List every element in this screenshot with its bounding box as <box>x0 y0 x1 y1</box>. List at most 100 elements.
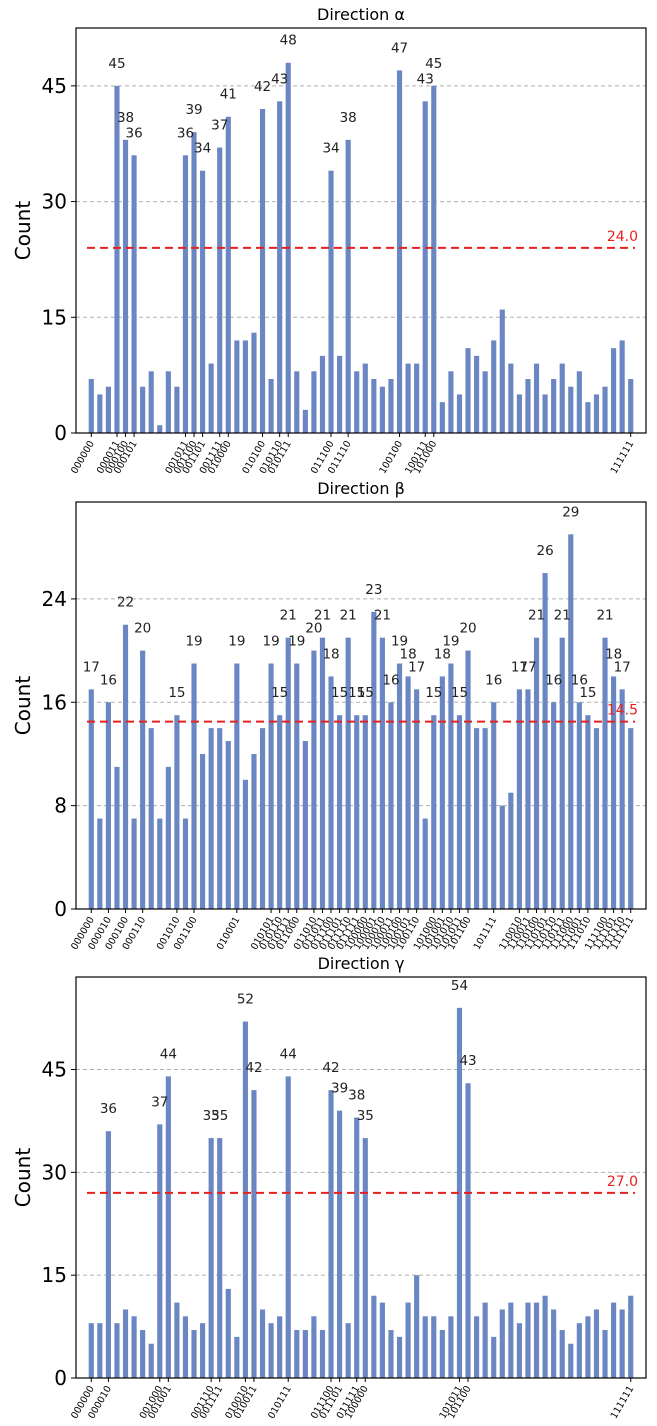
bar <box>200 170 206 433</box>
bar <box>611 676 617 909</box>
bar <box>465 348 471 433</box>
bar <box>140 1330 146 1378</box>
bar <box>259 109 266 433</box>
bar <box>165 1076 171 1378</box>
bar <box>619 689 625 909</box>
bar <box>285 1076 291 1378</box>
bar <box>200 753 206 909</box>
bar <box>414 1275 420 1378</box>
chart-title: Direction α <box>317 5 405 24</box>
bar <box>405 676 411 909</box>
x-tick-label: 101111 <box>472 915 500 952</box>
bar-value-label: 42 <box>245 1060 262 1076</box>
bar-value-label: 19 <box>442 634 459 650</box>
bar <box>191 663 197 909</box>
bar <box>217 1138 223 1378</box>
bar <box>131 1316 137 1378</box>
bar <box>105 386 111 433</box>
x-tick-label: 010001 <box>215 915 243 952</box>
bar <box>499 1309 505 1378</box>
bar <box>97 1323 103 1378</box>
bar <box>491 340 497 433</box>
bar <box>174 386 180 433</box>
chart-title: Direction β <box>317 479 405 498</box>
bar <box>294 663 300 909</box>
bar <box>294 371 300 433</box>
bar <box>371 379 377 433</box>
bar <box>568 1343 574 1378</box>
bar <box>559 637 565 909</box>
bar <box>268 1323 274 1378</box>
bar <box>551 379 557 433</box>
bar <box>585 402 591 433</box>
bar-value-label: 29 <box>562 504 579 520</box>
bar-value-label: 17 <box>83 659 100 675</box>
bar <box>559 363 565 433</box>
bar-value-label: 23 <box>365 582 382 598</box>
bar-value-label: 21 <box>314 608 331 624</box>
bar <box>628 1295 634 1378</box>
bar-value-label: 34 <box>322 141 339 157</box>
x-tick-label: 111111 <box>609 439 637 476</box>
bar <box>157 818 163 909</box>
x-tick-label: 000000 <box>69 439 97 476</box>
bar <box>422 1316 428 1378</box>
bar <box>234 340 240 433</box>
bar <box>482 371 488 433</box>
bar-value-label: 22 <box>117 595 134 611</box>
bar <box>174 715 180 909</box>
bar <box>319 1330 326 1378</box>
bar-value-label: 19 <box>263 634 280 650</box>
bar <box>482 728 488 909</box>
bar <box>525 379 531 433</box>
bar <box>542 394 548 433</box>
x-tick-label: 100100 <box>377 439 405 476</box>
bar <box>422 818 428 909</box>
bar <box>148 1343 154 1378</box>
bar <box>499 805 505 909</box>
bar-value-label: 48 <box>280 33 297 49</box>
bar <box>439 402 445 433</box>
bar <box>311 650 317 909</box>
bar-value-label: 35 <box>211 1108 228 1124</box>
y-tick-label: 0 <box>54 421 67 445</box>
bar <box>362 363 368 433</box>
bar <box>542 1295 548 1378</box>
bar <box>465 1083 471 1378</box>
y-axis-label: Count <box>11 676 35 736</box>
bar-value-label: 15 <box>271 685 288 701</box>
bar <box>345 1323 351 1378</box>
bar-value-label: 16 <box>100 672 117 688</box>
bar <box>491 702 497 909</box>
bar <box>328 170 334 433</box>
bar-value-label: 54 <box>451 978 468 994</box>
bar <box>277 715 283 909</box>
y-tick-label: 30 <box>42 190 67 214</box>
bar-value-label: 20 <box>134 621 151 637</box>
bar <box>465 650 471 909</box>
bar <box>619 340 625 433</box>
bar-value-label: 17 <box>519 659 536 675</box>
threshold-label: 27.0 <box>607 1174 638 1190</box>
y-tick-label: 45 <box>42 74 67 98</box>
bar-value-label: 47 <box>391 40 408 56</box>
bar-value-label: 15 <box>579 685 596 701</box>
bar-value-label: 42 <box>322 1060 339 1076</box>
chart-title: Direction γ <box>318 954 405 973</box>
bar-value-label: 15 <box>168 685 185 701</box>
bar <box>525 689 531 909</box>
bar <box>431 1316 437 1378</box>
bar <box>105 702 111 909</box>
bar <box>157 1124 163 1378</box>
bar-value-label: 21 <box>528 608 545 624</box>
bar <box>277 1316 283 1378</box>
bar <box>148 728 154 909</box>
bar <box>516 689 522 909</box>
bar <box>354 371 360 433</box>
bar <box>319 637 326 909</box>
bar <box>448 1316 454 1378</box>
bar-value-label: 17 <box>614 659 631 675</box>
bar-value-label: 20 <box>459 621 476 637</box>
